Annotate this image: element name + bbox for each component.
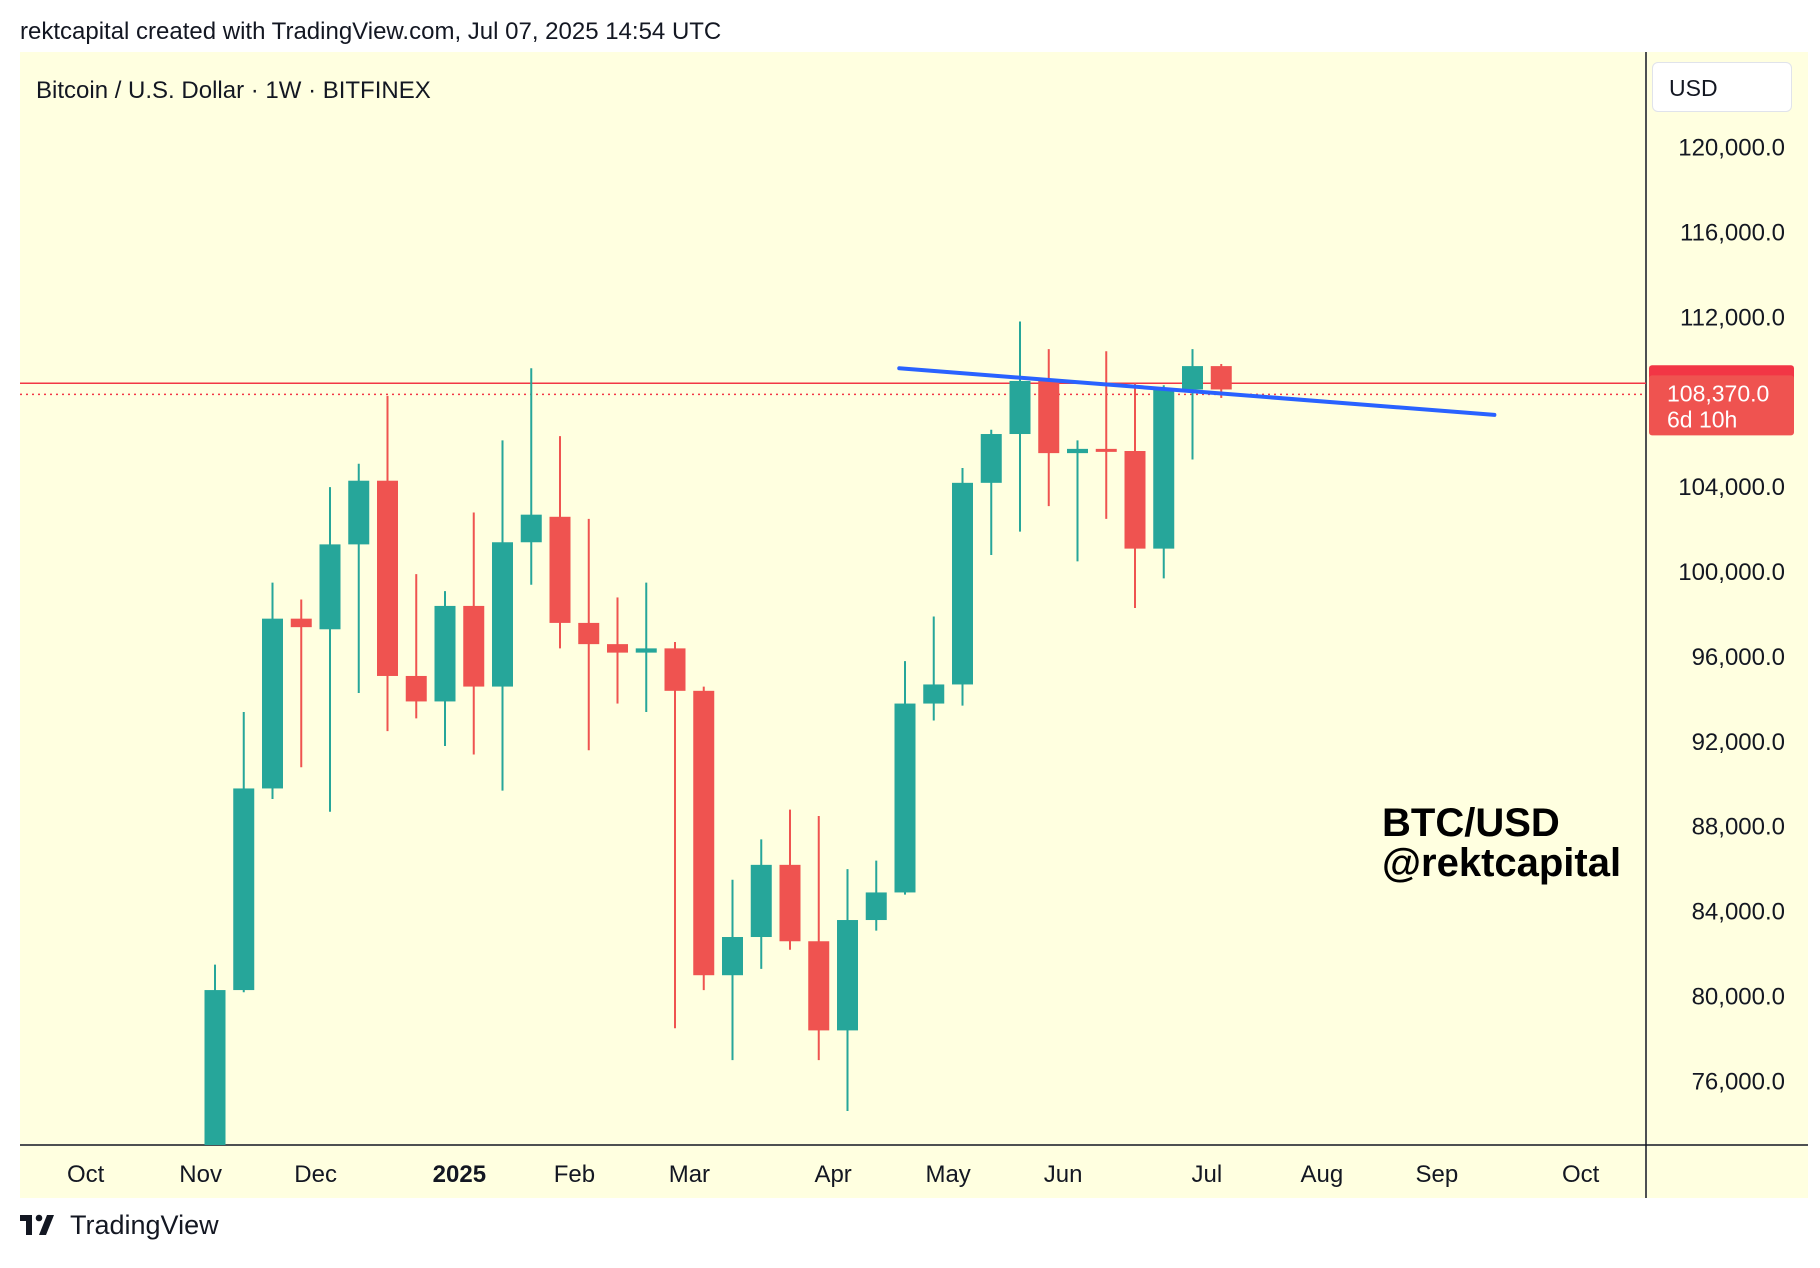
candle-body[interactable]	[520, 514, 542, 543]
candle-body[interactable]	[1153, 389, 1175, 549]
candle-body[interactable]	[1124, 450, 1146, 549]
x-tick-label: 2025	[433, 1161, 486, 1188]
candle-body[interactable]	[980, 434, 1002, 483]
candle-body[interactable]	[837, 920, 858, 1031]
y-tick-label: 88,000.0	[1692, 814, 1785, 841]
candle-body[interactable]	[549, 516, 571, 623]
close-price-tag-label: 108,370.0	[1667, 380, 1769, 406]
candle-body[interactable]	[319, 544, 341, 630]
candle-body[interactable]	[923, 684, 945, 704]
candle-body[interactable]	[894, 703, 916, 893]
y-tick-label: 80,000.0	[1692, 983, 1785, 1010]
candle-body[interactable]	[693, 690, 715, 976]
candle-body[interactable]	[1009, 380, 1031, 435]
candle-body[interactable]	[1095, 448, 1117, 452]
symbol-title: Bitcoin / U.S. Dollar · 1W · BITFINEX	[36, 77, 431, 104]
x-tick-label: May	[925, 1161, 970, 1188]
candle-body[interactable]	[722, 937, 743, 976]
trendline	[897, 366, 1497, 417]
candle-body[interactable]	[750, 864, 772, 938]
tradingview-brand: TradingView	[70, 1210, 219, 1240]
y-tick-label: 116,000.0	[1680, 219, 1785, 246]
candle-body[interactable]	[405, 675, 427, 702]
y-tick-label: 104,000.0	[1678, 474, 1785, 501]
x-tick-label: Aug	[1301, 1161, 1344, 1188]
candle-body[interactable]	[664, 648, 686, 691]
y-tick-label: 100,000.0	[1678, 559, 1785, 586]
candle-body[interactable]	[492, 542, 513, 687]
close-price-tag	[1649, 375, 1794, 436]
tradingview-footer: TradingView	[20, 1210, 219, 1241]
candle-body[interactable]	[233, 788, 255, 991]
candle-body[interactable]	[578, 622, 600, 645]
candle-body[interactable]	[434, 605, 456, 702]
candle-body[interactable]	[1067, 448, 1088, 454]
x-tick-label: Oct	[1562, 1161, 1600, 1188]
x-tick-label: Nov	[179, 1161, 222, 1188]
candle-body[interactable]	[607, 644, 628, 653]
candle-body[interactable]	[1182, 366, 1203, 390]
y-tick-label: 76,000.0	[1692, 1068, 1785, 1095]
countdown-label: 6d 10h	[1667, 406, 1737, 432]
candle-body[interactable]	[865, 892, 887, 921]
currency-label: USD	[1669, 75, 1718, 101]
y-tick-label: 112,000.0	[1680, 304, 1785, 331]
x-tick-label: Jul	[1192, 1161, 1223, 1188]
candle-body[interactable]	[635, 648, 657, 653]
candle-body[interactable]	[1038, 380, 1060, 454]
candles-group	[204, 321, 1232, 1230]
y-tick-label: 120,000.0	[1678, 135, 1785, 162]
watermark-line2: @rektcapital	[1382, 841, 1621, 885]
x-tick-label: Dec	[294, 1161, 337, 1188]
currency-selector[interactable]: USD	[1652, 62, 1792, 112]
candle-body[interactable]	[204, 990, 226, 1230]
candle-body[interactable]	[377, 480, 398, 676]
x-tick-label: Oct	[67, 1161, 105, 1188]
watermark-line1: BTC/USD	[1382, 801, 1560, 845]
x-tick-label: Mar	[669, 1161, 710, 1188]
candle-body[interactable]	[262, 618, 283, 789]
candle-body[interactable]	[808, 941, 830, 1031]
y-tick-label: 84,000.0	[1692, 899, 1785, 926]
x-tick-label: Feb	[554, 1161, 595, 1188]
candle-body[interactable]	[1210, 366, 1232, 390]
candle-body[interactable]	[348, 480, 370, 545]
x-axis-area	[20, 1145, 1646, 1198]
x-tick-label: Apr	[814, 1161, 851, 1188]
y-axis-area	[1646, 52, 1808, 1198]
chart-header: rektcapital created with TradingView.com…	[20, 18, 722, 45]
y-tick-label: 96,000.0	[1692, 644, 1785, 671]
y-tick-label: 92,000.0	[1692, 729, 1785, 756]
plot-area	[20, 52, 1646, 1145]
x-tick-label: Sep	[1416, 1161, 1459, 1188]
candle-body[interactable]	[952, 482, 973, 685]
tradingview-logo-icon	[20, 1214, 54, 1235]
candle-body[interactable]	[779, 864, 801, 942]
x-tick-label: Jun	[1044, 1161, 1083, 1188]
candle-body[interactable]	[290, 618, 312, 628]
candle-body[interactable]	[463, 605, 485, 687]
